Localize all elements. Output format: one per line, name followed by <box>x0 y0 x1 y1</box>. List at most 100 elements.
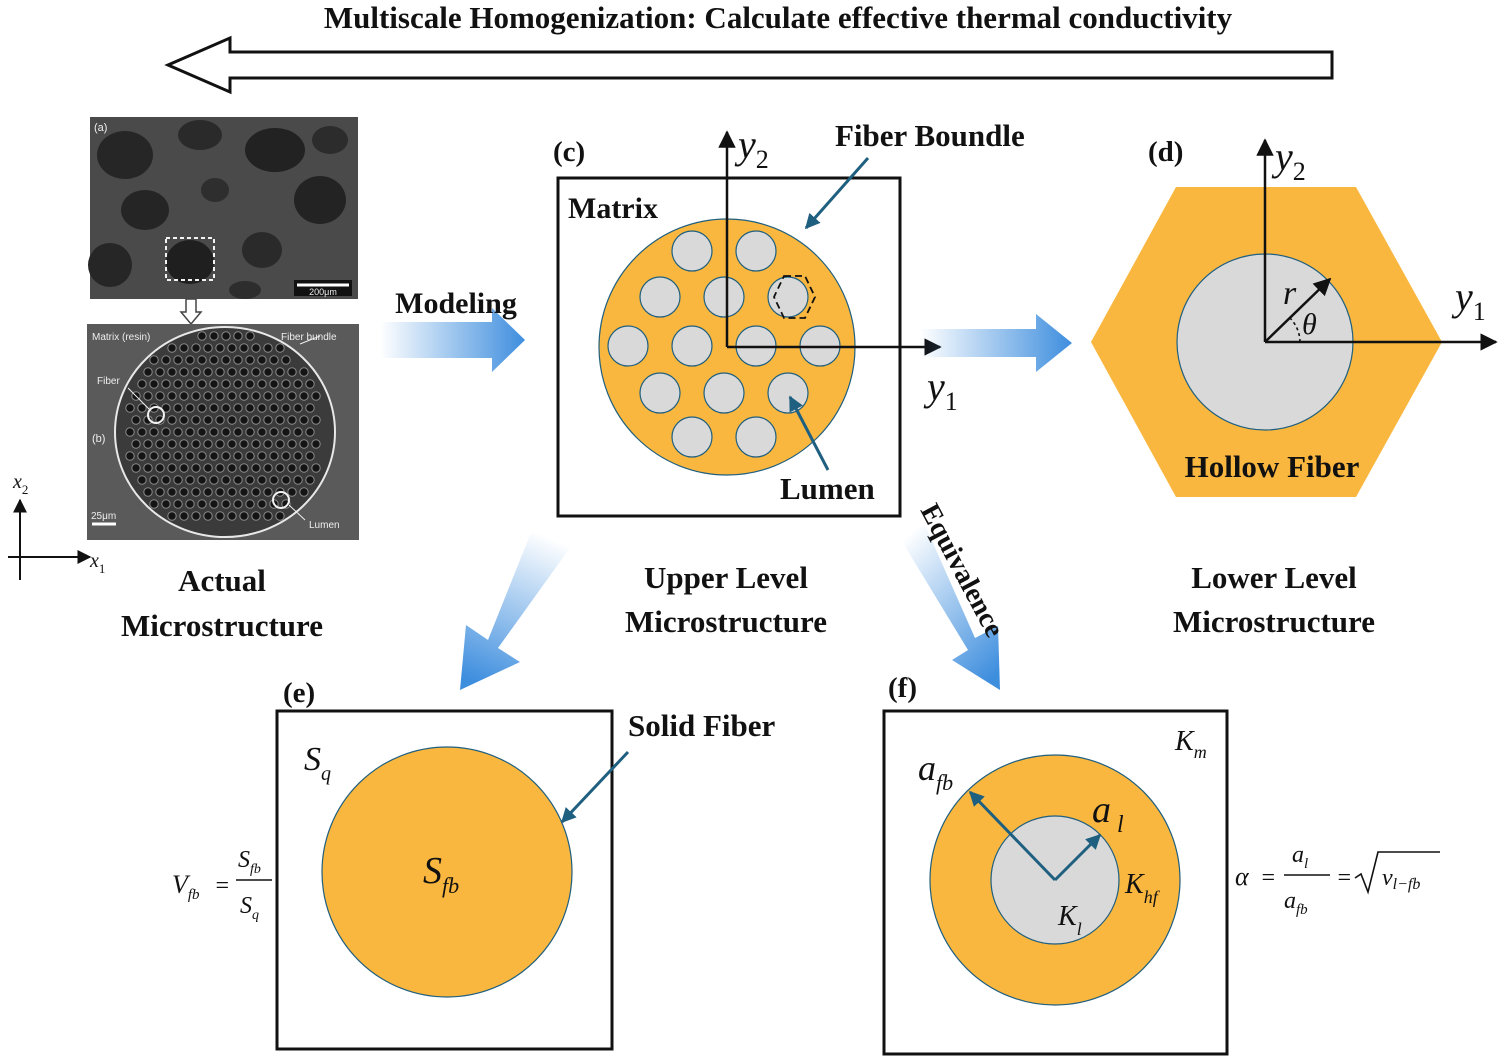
sem-pore <box>161 355 171 365</box>
sem-pore <box>239 367 249 377</box>
sem-pore <box>179 367 189 377</box>
lumen-circle <box>671 416 713 458</box>
sem-pore <box>191 391 201 401</box>
sem-pore <box>251 343 261 353</box>
theta-arc <box>1289 317 1301 343</box>
sem-pore <box>197 427 207 437</box>
sem-pore <box>239 463 249 473</box>
sem-pore <box>245 475 255 485</box>
radius-r-arrow <box>1264 277 1332 343</box>
sem-pore <box>293 427 303 437</box>
sem-pore <box>251 511 261 521</box>
modeling-arrow <box>380 308 525 372</box>
sem-pore <box>227 391 237 401</box>
sem-pore <box>275 415 285 425</box>
sem-pore <box>299 463 309 473</box>
sem-pore <box>305 475 315 485</box>
sem-pore <box>299 367 309 377</box>
sem-pore <box>161 475 171 485</box>
sem-pore <box>191 367 201 377</box>
panel-c-matrix-label: Matrix <box>568 192 658 225</box>
sem-tag-a: (a) <box>94 122 107 134</box>
sem-pore <box>251 487 261 497</box>
sem-pore <box>167 343 177 353</box>
sem-pore <box>203 439 213 449</box>
sem-pore <box>251 367 261 377</box>
sem-pore <box>275 463 285 473</box>
sem-pore <box>197 379 207 389</box>
sem-pore <box>257 379 267 389</box>
panel-label-d: (d) <box>1148 136 1183 168</box>
sem-pore <box>269 427 279 437</box>
solid-fiber-circle <box>321 746 573 998</box>
sem-pore <box>245 427 255 437</box>
sem-pore <box>179 391 189 401</box>
sem-pore <box>221 475 231 485</box>
afb-radius-arrow <box>968 790 1057 882</box>
sem-pore <box>185 499 195 509</box>
sem-pore <box>131 463 141 473</box>
banner-title: Multiscale Homogenization: Calculate eff… <box>324 0 1233 35</box>
sem-pore <box>215 439 225 449</box>
sem-pore <box>269 403 279 413</box>
sem-scale-200: 200μm <box>309 287 337 297</box>
sem-pore <box>125 403 135 413</box>
sem-pore <box>173 499 183 509</box>
sem-pore <box>263 391 273 401</box>
sem-pore <box>287 487 297 497</box>
sem-pore <box>215 463 225 473</box>
sem-pore <box>263 511 273 521</box>
svg-text:=: = <box>1260 865 1276 891</box>
svg-text:Sq: Sq <box>240 893 259 923</box>
sem-pore <box>203 367 213 377</box>
lumen-circle <box>639 276 681 318</box>
al-radius-arrow <box>1053 833 1102 882</box>
sem-pore <box>245 403 255 413</box>
sem-pore <box>239 487 249 497</box>
sem-pore <box>149 427 159 437</box>
sq-label: Sq <box>304 741 331 785</box>
fiber-bundle-label: Fiber Boundle <box>835 118 1025 153</box>
sem-pore <box>125 451 135 461</box>
sem-pore <box>233 403 243 413</box>
sem-pore <box>143 463 153 473</box>
sem-pore <box>143 367 153 377</box>
sem-pore <box>263 463 273 473</box>
sem-scale-25: 25μm <box>91 511 116 522</box>
sem-pore <box>257 451 267 461</box>
sem-pore <box>227 463 237 473</box>
sem-pore <box>167 511 177 521</box>
sem-pore <box>215 487 225 497</box>
lumen-circle <box>703 276 745 318</box>
sem-pore <box>185 379 195 389</box>
sem-pore <box>197 475 207 485</box>
sem-pore <box>233 451 243 461</box>
sem-pore <box>161 499 171 509</box>
to-solid-fiber-arrow <box>460 528 572 690</box>
sem-pore <box>167 415 177 425</box>
sem-pore <box>293 475 303 485</box>
sem-pore <box>305 379 315 389</box>
sem-pore <box>173 379 183 389</box>
sem-pore <box>209 403 219 413</box>
sfb-label: Sfb <box>423 850 459 898</box>
sem-pore <box>221 379 231 389</box>
sem-pore <box>191 439 201 449</box>
sem-tag-b: (b) <box>92 433 105 445</box>
sem-pore <box>197 499 207 509</box>
sem-pore <box>257 427 267 437</box>
sem-pore <box>275 367 285 377</box>
sem-pore <box>185 475 195 485</box>
sem-pore <box>281 355 291 365</box>
sem-pore <box>149 451 159 461</box>
x2-label: x2 <box>12 471 28 497</box>
sem-pore <box>173 475 183 485</box>
sem-pore <box>281 475 291 485</box>
sem-pore <box>197 331 207 341</box>
sem-pore <box>293 403 303 413</box>
sem-pore <box>299 487 309 497</box>
panel-d-y1-label: y1 <box>1451 274 1486 326</box>
sem-pore <box>197 451 207 461</box>
caption-actual-2: Microstructure <box>121 608 323 643</box>
